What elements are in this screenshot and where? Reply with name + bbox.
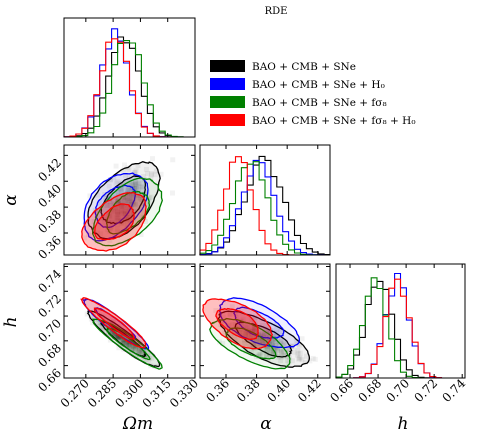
contour-panel-omega_m-h xyxy=(80,297,163,370)
y-tick-label-h: 0.74 xyxy=(35,266,64,295)
legend-swatch-1 xyxy=(210,78,245,90)
panel-frame-0-2 xyxy=(63,263,196,379)
histogram-omega_m-series-3 xyxy=(63,38,195,138)
y-tick-label-alpha: 0.36 xyxy=(35,233,64,262)
histogram-alpha-series-1 xyxy=(199,159,330,256)
y-tick-label-alpha: 0.42 xyxy=(35,156,64,185)
y-tick-label-h: 0.66 xyxy=(35,366,64,395)
contour-inner-series-3 xyxy=(215,307,259,341)
x-axis-label-alpha: α xyxy=(260,414,272,434)
contour-outer-series-3 xyxy=(202,298,274,350)
panel-frame-1-2 xyxy=(199,263,331,379)
panel-frame-1-1 xyxy=(199,144,331,256)
contour-inner-series-2 xyxy=(105,190,151,235)
x-tick-label-h: 0.68 xyxy=(355,376,384,405)
contour-outer-series-1 xyxy=(219,297,300,349)
x-tick-label-omega_m: 0.330 xyxy=(167,376,201,410)
histogram-h-series-3 xyxy=(336,278,465,379)
legend-label-1: BAO + CMB + SNe + H₀ xyxy=(252,79,385,91)
x-tick-label-h: 0.72 xyxy=(412,376,441,405)
x-tick-label-h: 0.70 xyxy=(383,376,412,405)
y-tick-label-h: 0.68 xyxy=(35,341,64,370)
histogram-alpha-series-2 xyxy=(199,161,330,256)
legend-swatch-3 xyxy=(210,114,245,126)
legend-swatch-2 xyxy=(210,96,245,108)
x-tick-label-omega_m: 0.300 xyxy=(112,376,146,410)
y-axis-label-alpha: α xyxy=(1,194,21,206)
x-axis-label-omega: Ωm xyxy=(122,414,153,434)
legend-label-2: BAO + CMB + SNe + fσ₈ xyxy=(252,97,387,109)
panel-frame-2-2 xyxy=(335,263,466,379)
histogram-omega_m-series-2 xyxy=(64,40,195,138)
legend-swatch-0 xyxy=(210,60,245,72)
contour-outer-series-3 xyxy=(80,297,147,349)
contour-inner-series-0 xyxy=(100,175,147,225)
x-tick-label-omega_m: 0.270 xyxy=(58,376,92,410)
x-tick-label-h: 0.66 xyxy=(327,376,356,405)
y-tick-label-alpha: 0.38 xyxy=(35,207,64,236)
x-tick-label-h: 0.74 xyxy=(440,376,469,405)
contour-panel-omega_m-alpha xyxy=(81,156,176,252)
x-tick-label-alpha: 0.36 xyxy=(203,376,232,405)
x-tick-label-alpha: 0.40 xyxy=(265,376,294,405)
legend-label-0: BAO + CMB + SNe xyxy=(252,61,356,73)
x-tick-label-omega_m: 0.315 xyxy=(140,376,174,410)
contour-outer-series-2 xyxy=(92,318,163,370)
panel-frame-0-1 xyxy=(63,144,196,256)
x-axis-label-h: h xyxy=(398,414,409,434)
y-tick-label-alpha: 0.40 xyxy=(35,181,64,210)
contour-inner-series-3 xyxy=(93,203,135,241)
contour-inner-series-3 xyxy=(93,307,136,341)
histogram-alpha-series-0 xyxy=(199,155,331,256)
y-axis-label-h: h xyxy=(1,317,21,328)
contour-panel-alpha-h xyxy=(202,297,318,370)
histogram-omega_m-series-0 xyxy=(63,36,195,138)
x-tick-label-omega_m: 0.285 xyxy=(85,376,119,410)
chart-title: RDE xyxy=(265,6,288,17)
y-tick-label-h: 0.70 xyxy=(35,316,64,345)
panel-frame-0-0 xyxy=(63,17,196,138)
x-tick-label-alpha: 0.38 xyxy=(234,376,263,405)
y-tick-label-h: 0.72 xyxy=(35,292,64,321)
x-tick-label-alpha: 0.42 xyxy=(295,376,324,405)
legend-label-3: BAO + CMB + SNe + fσ₈ + H₀ xyxy=(252,115,416,127)
